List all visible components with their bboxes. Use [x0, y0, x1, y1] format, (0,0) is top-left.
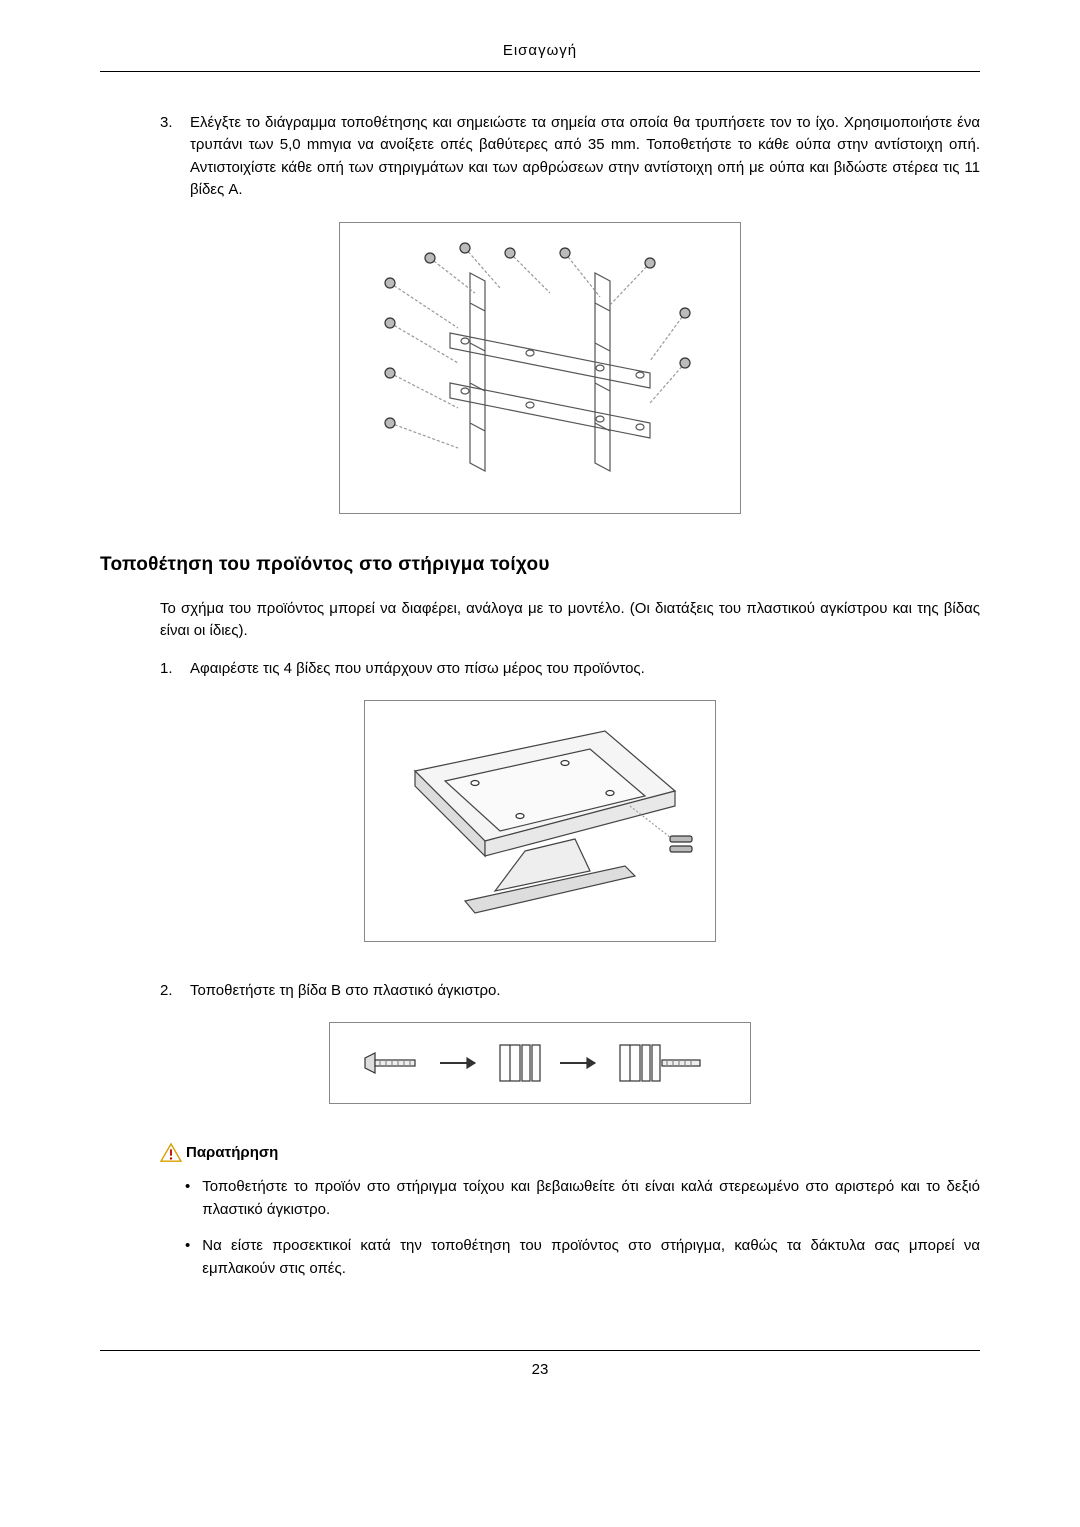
- bullet-2: Να είστε προσεκτικοί κατά την τοποθέτηση…: [185, 1235, 980, 1280]
- figure-tv-back-box: [364, 700, 716, 942]
- page-footer: 23: [100, 1350, 980, 1382]
- page-header: Εισαγωγή: [100, 40, 980, 72]
- step-1: 1. Αφαιρέστε τις 4 βίδες που υπάρχουν στ…: [160, 658, 980, 681]
- figure-hook-assembly: [100, 1022, 980, 1112]
- section-heading: Τοποθέτηση του προϊόντος στο στήριγμα το…: [100, 551, 980, 580]
- step-3-number: 3.: [160, 112, 190, 202]
- bullet-1: Τοποθετήστε το προϊόν στο στήριγμα τοίχο…: [185, 1176, 980, 1221]
- wall-bracket-diagram: [350, 233, 730, 503]
- section-intro: Το σχήμα του προϊόντος μπορεί να διαφέρε…: [160, 598, 980, 643]
- warning-icon: [160, 1143, 182, 1163]
- tv-back-diagram: [375, 711, 705, 931]
- step-3-text: Ελέγξτε το διάγραμμα τοποθέτησης και σημ…: [190, 112, 980, 202]
- step-1-number: 1.: [160, 658, 190, 681]
- figure-hook-assembly-box: [329, 1022, 751, 1104]
- step-2-number: 2.: [160, 980, 190, 1003]
- step-1-text: Αφαιρέστε τις 4 βίδες που υπάρχουν στο π…: [190, 658, 980, 681]
- bullet-2-text: Να είστε προσεκτικοί κατά την τοποθέτηση…: [202, 1235, 980, 1280]
- note-label: Παρατήρηση: [186, 1142, 278, 1165]
- figure-tv-back: [100, 700, 980, 950]
- note-bullets: Τοποθετήστε το προϊόν στο στήριγμα τοίχο…: [185, 1176, 980, 1280]
- step-3: 3. Ελέγξτε το διάγραμμα τοποθέτησης και …: [160, 112, 980, 202]
- bullet-1-text: Τοποθετήστε το προϊόν στο στήριγμα τοίχο…: [202, 1176, 980, 1221]
- hook-diagram: [340, 1033, 740, 1093]
- step-2-text: Τοποθετήστε τη βίδα B στο πλαστικό άγκισ…: [190, 980, 980, 1003]
- figure-wall-bracket-box: [339, 222, 741, 514]
- step-2: 2. Τοποθετήστε τη βίδα B στο πλαστικό άγ…: [160, 980, 980, 1003]
- page-number: 23: [532, 1361, 549, 1378]
- header-title: Εισαγωγή: [503, 42, 577, 59]
- note-header: Παρατήρηση: [160, 1142, 980, 1165]
- figure-wall-bracket: [100, 222, 980, 522]
